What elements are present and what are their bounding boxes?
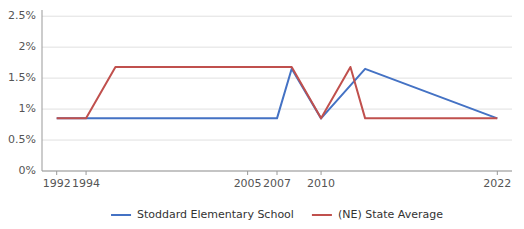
y-tick-label: 2% [19,40,36,53]
grid-line [42,140,512,141]
x-tick [56,171,57,175]
x-tick [321,171,322,175]
x-tick-label: 2010 [307,177,335,190]
grid [42,16,512,171]
series-line [57,67,498,118]
legend-label: Stoddard Elementary School [137,208,294,221]
grid-line [42,16,512,17]
grid-line [42,47,512,48]
x-tick-label: 1994 [72,177,100,190]
legend-item: (NE) State Average [312,208,443,221]
x-tick [247,171,248,175]
legend-label: (NE) State Average [338,208,443,221]
y-tick-label: 1% [19,102,36,115]
x-tick-label: 1992 [43,177,71,190]
legend-swatch [312,214,332,216]
x-tick-label: 2007 [263,177,291,190]
x-tick [277,171,278,175]
legend-item: Stoddard Elementary School [111,208,294,221]
plot-area [57,67,498,118]
chart: 0% 0.5% 1% 1.5% 2% 2.5% 19921994 20052007 2010 20… [0,0,524,229]
x-tick-label: 2005 [234,177,262,190]
y-axis-line [42,10,43,171]
x-tick-label: 2022 [483,177,511,190]
x-tick [497,171,498,175]
grid-line [42,78,512,79]
y-tick-label: 1.5% [8,71,36,84]
x-tick [86,171,87,175]
legend: Stoddard Elementary School (NE) State Ave… [111,208,443,221]
grid-line [42,109,512,110]
series-line [57,69,498,119]
y-tick-label: 2.5% [8,9,36,22]
legend-swatch [111,214,131,216]
y-tick-label: 0% [19,164,36,177]
y-tick-label: 0.5% [8,133,36,146]
